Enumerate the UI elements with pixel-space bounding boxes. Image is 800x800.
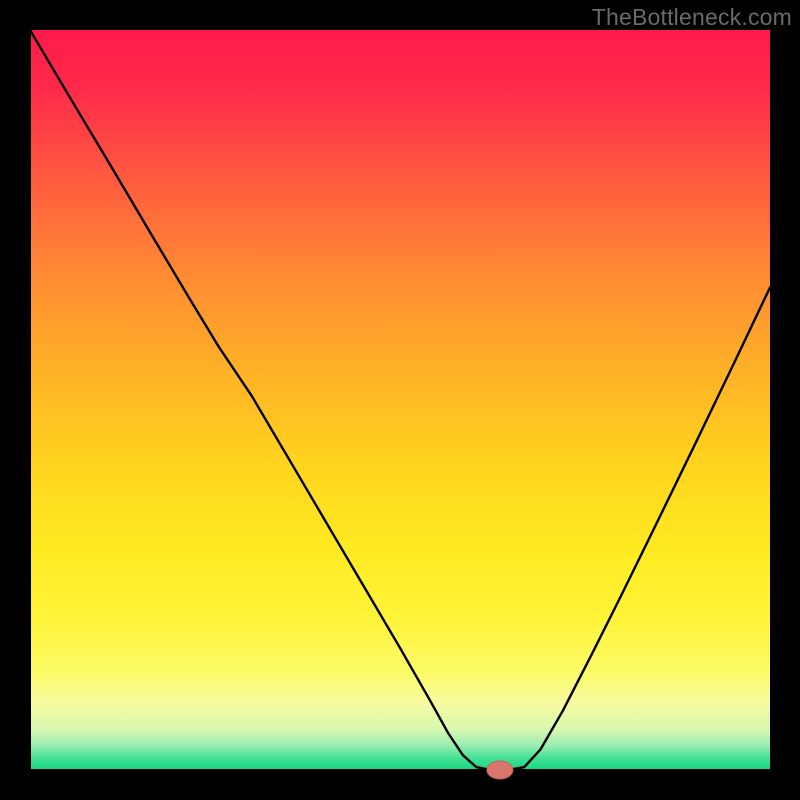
optimum-marker [487, 761, 513, 779]
plot-gradient-background [30, 30, 770, 770]
chart-container: TheBottleneck.com [0, 0, 800, 800]
bottleneck-curve-chart [0, 0, 800, 800]
watermark-text: TheBottleneck.com [592, 4, 792, 31]
